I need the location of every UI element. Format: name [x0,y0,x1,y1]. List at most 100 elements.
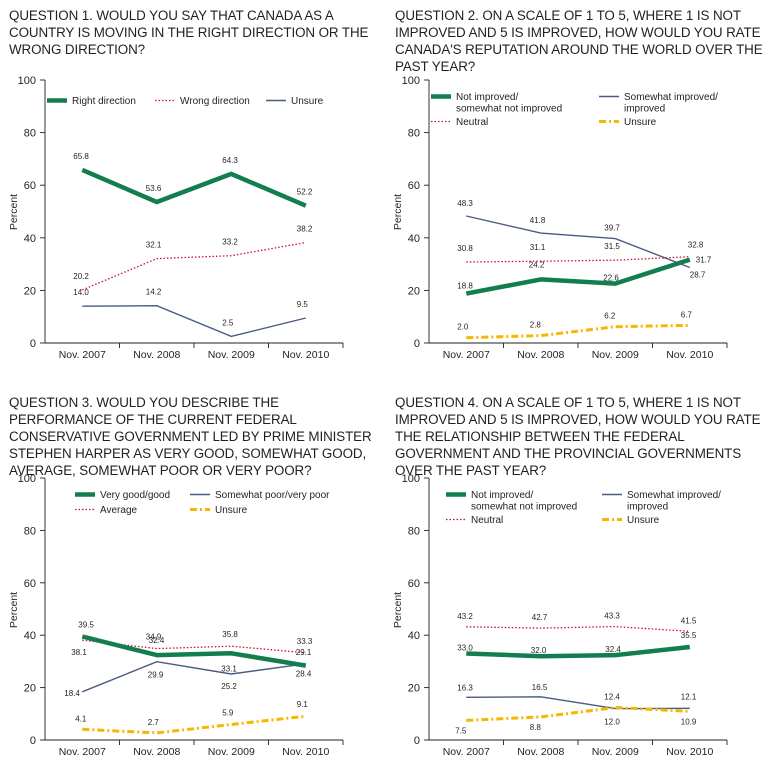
series-line [466,215,691,269]
legend-neutral: Neutral [431,117,488,128]
data-label: 38.2 [297,225,313,234]
chart-title-q2: QUESTION 2. ON A SCALE OF 1 TO 5, WHERE … [395,8,763,74]
series-very-good-good [81,634,307,668]
data-label: 28.7 [690,271,706,280]
y-tick-label: 100 [18,75,36,87]
data-label: 16.5 [532,683,548,692]
data-label: 18.8 [457,282,473,291]
series-line [81,167,307,208]
x-tick-label: Nov. 2009 [592,746,639,758]
series-not-improved-somewhat-not-improved [466,644,691,659]
series-line [82,304,306,338]
chart-panel-q2: QUESTION 2. ON A SCALE OF 1 TO 5, WHERE … [384,0,768,380]
data-label: 48.3 [457,199,473,208]
data-label: 52.2 [297,188,313,197]
x-tick-label: Nov. 2009 [208,349,255,361]
series-right-direction [81,167,307,208]
series-neutral [466,625,690,632]
data-label: 32.0 [531,646,547,655]
y-tick-label: 60 [408,180,420,192]
y-tick-label: 0 [30,338,36,350]
legend-somewhat-improved: Somewhat improved/improved [602,490,721,513]
data-label: 33.1 [221,664,237,673]
series-line [82,714,306,735]
y-axis-label: Percent [392,194,404,230]
x-tick-label: Nov. 2008 [517,746,564,758]
x-tick-label: Nov. 2010 [666,746,713,758]
data-label: 32.8 [688,241,704,250]
data-label: 16.3 [457,683,473,692]
series-unsure [82,304,306,338]
data-label: 12.0 [604,718,620,727]
data-label: 28.4 [296,670,312,679]
legend-label: Unsure [624,117,657,128]
legend-wrong-direction: Wrong direction [155,96,250,107]
chart-panel-q1: QUESTION 1. WOULD YOU SAY THAT CANADA AS… [0,0,384,380]
series-line [82,241,306,291]
data-label: 33.2 [222,238,238,247]
y-tick-label: 80 [408,525,420,537]
data-label: 2.0 [457,323,469,332]
data-label: 41.8 [530,216,546,225]
data-label: 29.1 [296,648,312,657]
y-tick-label: 80 [24,128,36,140]
x-tick-label: Nov. 2007 [59,349,106,361]
x-tick-label: Nov. 2009 [208,746,255,758]
y-axis-label: Percent [8,592,20,628]
y-tick-label: 20 [408,683,420,695]
legend-average: Average [75,505,138,516]
legend-label: Neutral [471,515,503,526]
series-unsure [82,714,306,735]
y-tick-label: 100 [402,473,420,485]
data-label: 43.3 [604,612,620,621]
y-axis-label: Percent [392,592,404,628]
data-label: 42.7 [532,613,548,622]
series-line [81,634,307,668]
legend-unsure: Unsure [602,515,660,526]
legend-very-good-good: Very good/good [75,490,170,501]
data-label: 10.9 [681,717,697,726]
series-wrong-direction [82,241,306,291]
x-tick-label: Nov. 2010 [282,746,329,758]
series-somewhat-improved-improved [466,215,691,269]
data-label: 5.9 [222,709,234,718]
series-line [466,256,690,263]
data-label: 39.5 [78,621,94,630]
legend-label: Unsure [291,96,324,107]
data-label: 30.8 [457,244,473,253]
data-label: 2.8 [530,321,542,330]
y-tick-label: 20 [24,285,36,297]
legend-label: Unsure [215,505,248,516]
x-tick-label: Nov. 2010 [282,349,329,361]
line-chart-q3: 0 20 40 60 80 100 Nov. 2007 Nov. 2008 Nov. 2009 N… [8,473,344,758]
series-unsure [466,323,690,340]
series-unsure [466,705,690,722]
data-label: 35.5 [681,631,697,640]
y-tick-label: 100 [402,75,420,87]
data-label: 53.6 [146,184,162,193]
legend-label: improved [627,502,668,513]
series-line [466,644,691,659]
y-tick-label: 40 [408,630,420,642]
data-label: 6.2 [604,312,616,321]
data-label: 34.9 [146,633,162,642]
y-tick-label: 0 [414,735,420,747]
data-label: 7.5 [455,726,467,735]
data-label: 14.2 [146,288,162,297]
data-label: 2.7 [148,718,160,727]
data-label: 18.4 [64,689,80,698]
y-tick-label: 60 [24,578,36,590]
data-label: 33.0 [457,644,473,653]
legend-label: somewhat not improved [471,502,577,513]
series-line [82,639,306,654]
y-axis-label: Percent [8,194,20,230]
data-label: 14.0 [73,288,89,297]
legend-label: Somewhat improved/ [624,92,718,103]
data-label: 8.8 [530,723,542,732]
legend-neutral: Neutral [446,515,503,526]
legend-label: Very good/good [100,490,170,501]
data-label: 25.2 [221,682,237,691]
series-line [466,696,690,710]
y-tick-label: 40 [24,233,36,245]
legend-unsure: Unsure [190,505,248,516]
